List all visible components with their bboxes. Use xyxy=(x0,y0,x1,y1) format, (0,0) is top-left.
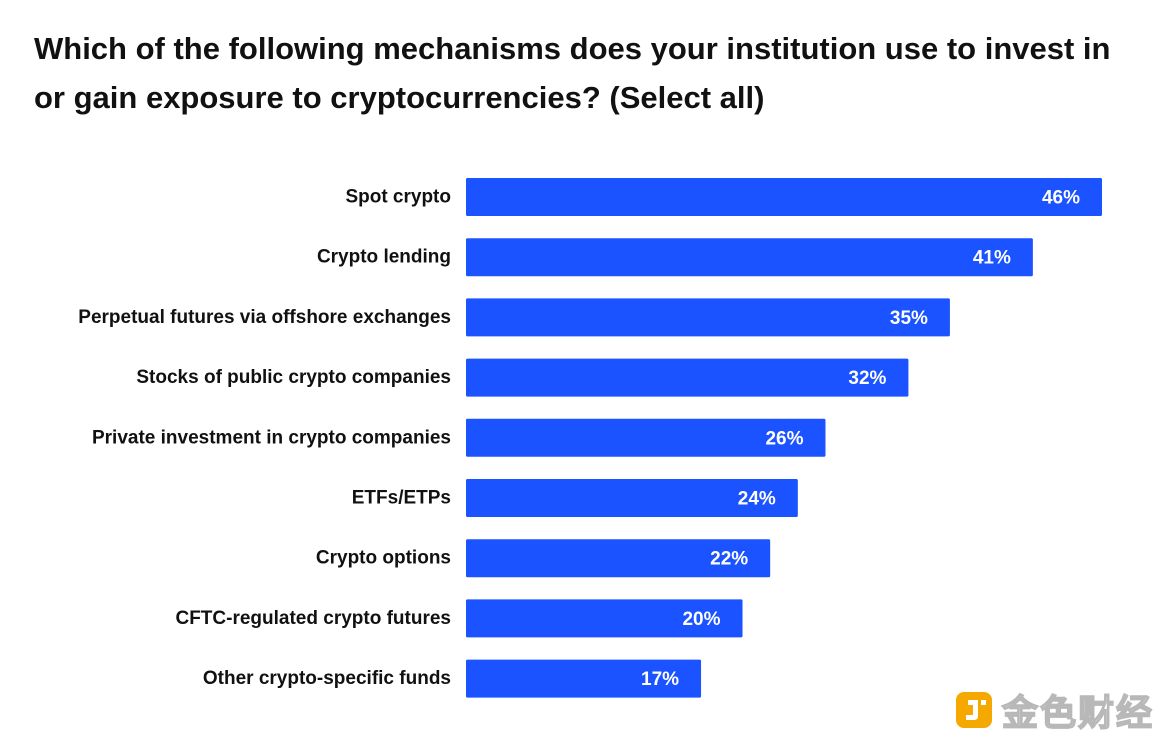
bar xyxy=(466,358,909,397)
category-label: Stocks of public crypto companies xyxy=(136,367,451,388)
bar xyxy=(466,298,950,337)
category-label: Crypto options xyxy=(316,548,451,569)
bar xyxy=(466,539,771,578)
bar xyxy=(466,418,826,457)
bar xyxy=(466,238,1033,277)
jinse-logo-icon xyxy=(955,692,992,728)
watermark: 金色财经 xyxy=(954,684,1154,736)
category-label: Spot crypto xyxy=(345,187,451,208)
value-label: 46% xyxy=(1042,188,1080,209)
value-label: 32% xyxy=(848,368,886,389)
value-label: 35% xyxy=(890,308,928,329)
value-label: 41% xyxy=(973,248,1011,269)
bar xyxy=(466,599,743,638)
category-label: Private investment in crypto companies xyxy=(92,427,451,448)
category-label: CFTC-regulated crypto futures xyxy=(175,608,451,629)
category-label: Crypto lending xyxy=(317,247,451,268)
chart-title: Which of the following mechanisms does y… xyxy=(34,31,1111,115)
category-label: ETFs/ETPs xyxy=(352,488,451,509)
bar xyxy=(466,659,702,698)
value-label: 26% xyxy=(765,428,803,449)
category-label: Perpetual futures via offshore exchanges xyxy=(78,307,451,328)
value-label: 20% xyxy=(682,609,720,630)
value-label: 22% xyxy=(710,549,748,570)
value-label: 17% xyxy=(641,669,679,690)
watermark-text: 金色财经 xyxy=(1001,692,1154,735)
category-label: Other crypto-specific funds xyxy=(203,668,451,689)
value-label: 24% xyxy=(738,489,776,510)
bar xyxy=(466,479,798,517)
bar xyxy=(466,178,1102,216)
